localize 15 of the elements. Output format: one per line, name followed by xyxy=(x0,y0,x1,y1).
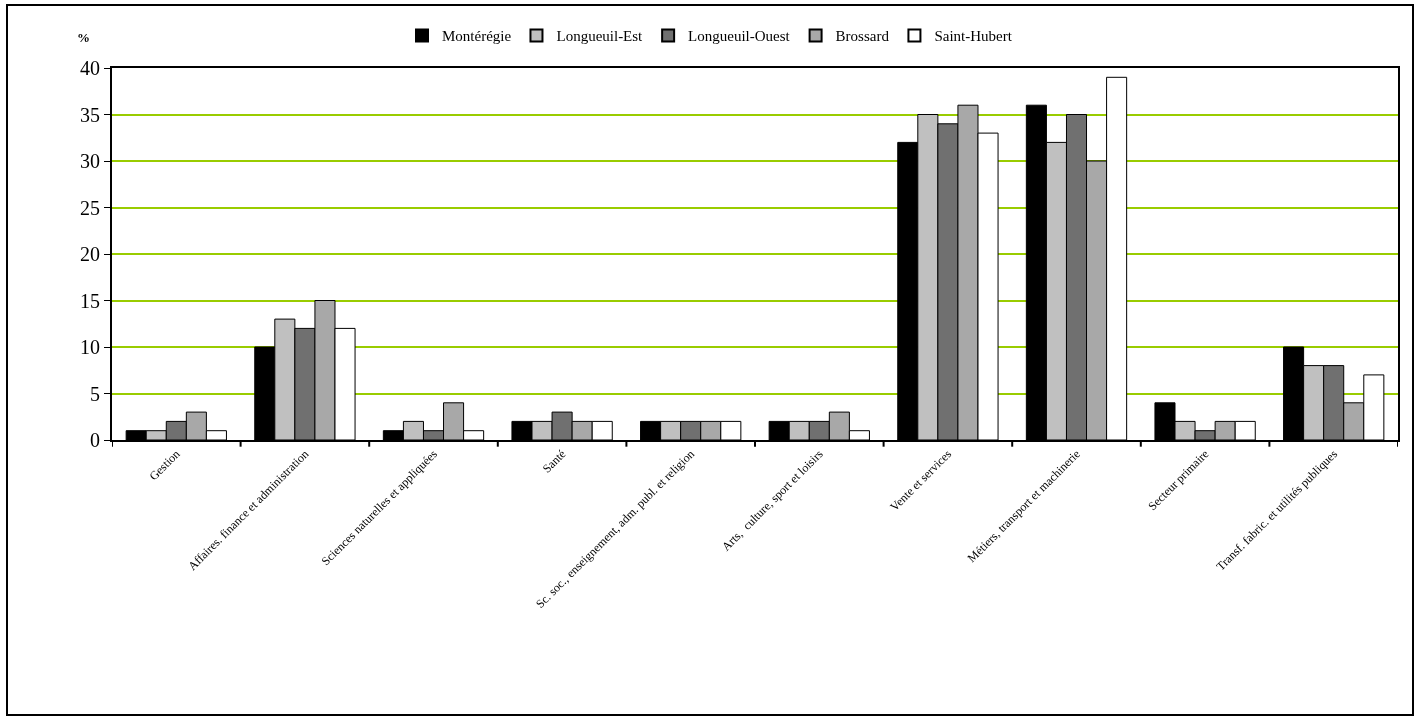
legend-label: Montérégie xyxy=(441,28,512,45)
legend-label: Brossard xyxy=(835,28,890,45)
y-axis-title: % xyxy=(77,30,90,45)
y-tick-label: 0 xyxy=(90,429,100,451)
y-tick-label: 15 xyxy=(80,289,100,312)
y-tick-label: 30 xyxy=(80,150,100,172)
y-tick-label: 20 xyxy=(80,243,100,265)
y-tick-label: 40 xyxy=(80,57,100,79)
y-tick-label: 5 xyxy=(90,382,100,405)
y-tick-label: 35 xyxy=(80,103,100,126)
legend-label: Longueuil-Est xyxy=(556,28,644,45)
y-tick-label: 10 xyxy=(80,336,100,358)
y-tick-label: 25 xyxy=(80,196,100,219)
legend-label: Longueuil-Ouest xyxy=(688,28,791,45)
legend-label: Saint-Hubert xyxy=(934,28,1013,45)
